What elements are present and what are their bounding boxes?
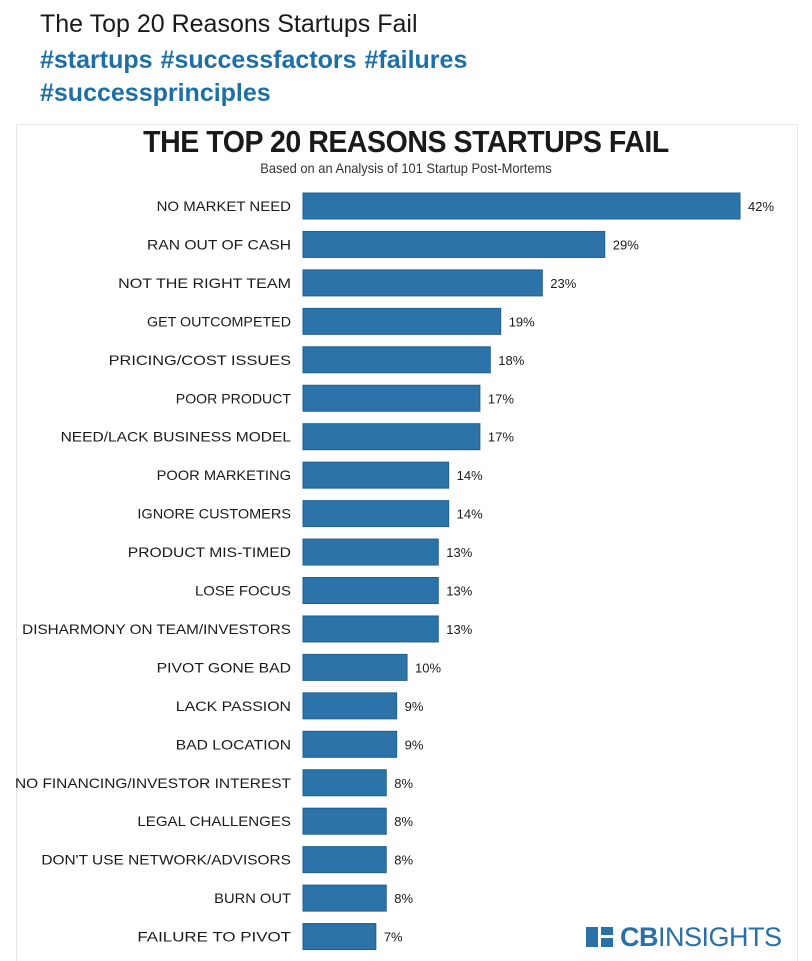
bar (302, 615, 439, 643)
category-label: NOT THE RIGHT TEAM (118, 275, 291, 291)
bar (302, 692, 398, 720)
value-label: 8% (394, 814, 413, 829)
category-label: POOR MARKETING (157, 467, 291, 483)
value-label: 9% (405, 737, 424, 752)
category-label: LACK PASSION (176, 698, 291, 714)
bar (302, 846, 387, 874)
bar (302, 538, 439, 566)
value-label: 17% (488, 391, 514, 406)
bar (302, 192, 741, 220)
value-label: 8% (394, 891, 413, 906)
hashtag-link[interactable]: #startups (40, 46, 153, 74)
category-label: POOR PRODUCT (176, 390, 292, 406)
category-label: NO MARKET NEED (157, 198, 291, 214)
value-label: 10% (415, 660, 441, 675)
bar (302, 807, 387, 835)
post-title: The Top 20 Reasons Startups Fail (40, 10, 418, 38)
value-label: 13% (446, 622, 472, 637)
bar (302, 384, 481, 412)
value-label: 42% (748, 199, 774, 214)
bar (302, 423, 481, 451)
bar (302, 577, 439, 604)
category-label: NEED/LACK BUSINESS MODEL (61, 429, 292, 445)
bar (302, 884, 387, 912)
chart-subtitle: Based on an Analysis of 101 Startup Post… (260, 160, 552, 176)
bar (302, 653, 408, 681)
chart-title: THE TOP 20 REASONS STARTUPS FAIL (143, 124, 669, 159)
category-label: GET OUTCOMPETED (147, 313, 291, 329)
category-label: PRODUCT MIS-TIMED (128, 544, 291, 560)
hashtag-link[interactable]: #successprinciples (40, 79, 271, 107)
cbinsights-logo: CBINSIGHTS (586, 920, 782, 954)
value-label: 7% (384, 930, 403, 945)
value-label: 17% (488, 430, 514, 445)
value-label: 8% (394, 776, 413, 791)
logo-text: CBINSIGHTS (620, 921, 782, 952)
category-label: PIVOT GONE BAD (157, 659, 291, 675)
bar (302, 923, 377, 951)
category-label: BAD LOCATION (176, 736, 291, 752)
bar (302, 346, 491, 374)
value-label: 13% (446, 584, 472, 599)
category-label: BURN OUT (214, 890, 291, 906)
post-header: The Top 20 Reasons Startups Fail #startu… (0, 0, 812, 120)
category-label: FAILURE TO PIVOT (137, 929, 291, 945)
category-label: RAN OUT OF CASH (147, 236, 291, 252)
bar (302, 230, 606, 258)
chart-image-card (16, 124, 798, 961)
value-label: 13% (446, 545, 472, 560)
bar (302, 307, 502, 335)
hashtag-line-1: #startups #successfactors #failures (40, 46, 475, 75)
value-label: 8% (394, 853, 413, 868)
cbinsights-logo-icon (586, 927, 614, 947)
category-label: PRICING/COST ISSUES (109, 352, 291, 368)
bar (302, 461, 450, 489)
hashtag-link[interactable]: #successfactors (160, 46, 357, 74)
bar (302, 269, 543, 297)
bar (302, 769, 387, 797)
hashtag-line-2: #successprinciples (40, 79, 279, 108)
value-label: 18% (498, 353, 524, 368)
value-label: 14% (457, 468, 483, 483)
category-label: LOSE FOCUS (195, 583, 291, 599)
value-label: 14% (457, 507, 483, 522)
category-label: LEGAL CHALLENGES (137, 813, 291, 829)
category-label: DISHARMONY ON TEAM/INVESTORS (22, 621, 291, 637)
value-label: 9% (405, 699, 424, 714)
value-label: 23% (550, 276, 576, 291)
category-label: DON'T USE NETWORK/ADVISORS (41, 852, 291, 868)
hashtag-link[interactable]: #failures (364, 46, 468, 74)
bar (302, 730, 398, 758)
value-label: 29% (613, 237, 639, 252)
value-label: 19% (509, 314, 535, 329)
category-label: NO FINANCING/INVESTOR INTEREST (15, 775, 291, 791)
bar (302, 500, 450, 528)
category-label: IGNORE CUSTOMERS (137, 506, 291, 522)
